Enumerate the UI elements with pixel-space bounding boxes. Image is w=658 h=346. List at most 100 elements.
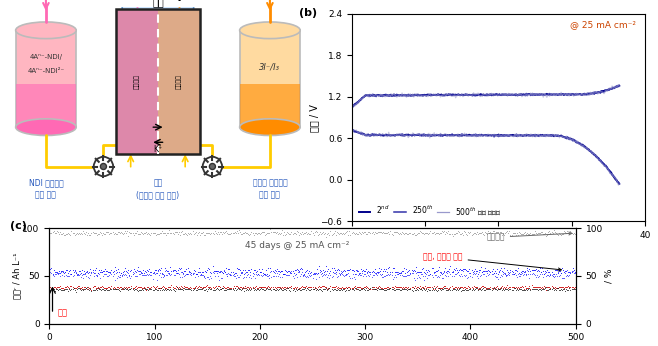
Point (242, 273, 253, 278)
Point (562, 229, 572, 234)
Point (80, 285, 90, 290)
Point (193, 273, 203, 278)
Point (453, 272, 464, 278)
Point (367, 286, 378, 292)
Point (532, 231, 542, 237)
Point (228, 271, 239, 276)
Point (432, 284, 442, 289)
Point (84, 233, 95, 238)
Point (449, 286, 460, 292)
Point (244, 274, 255, 280)
Point (86, 270, 97, 276)
Point (534, 273, 544, 279)
Point (264, 272, 274, 278)
Point (242, 287, 253, 292)
Point (63, 288, 74, 293)
Point (65, 271, 76, 277)
Point (211, 232, 222, 237)
Point (218, 284, 228, 289)
Point (253, 230, 264, 236)
Point (74, 285, 84, 291)
Point (246, 286, 257, 292)
Point (488, 284, 499, 290)
Point (480, 265, 490, 271)
Point (488, 270, 499, 276)
Point (288, 285, 299, 290)
Point (500, 285, 511, 291)
Point (221, 265, 232, 271)
Point (541, 285, 551, 290)
Point (330, 271, 341, 276)
Point (46, 265, 57, 270)
Point (313, 288, 323, 293)
Point (98, 286, 109, 291)
Point (411, 231, 422, 237)
Point (399, 285, 409, 291)
Point (309, 271, 320, 276)
Point (265, 226, 276, 231)
Point (151, 270, 161, 276)
Point (151, 267, 161, 273)
Point (230, 271, 241, 276)
Point (395, 270, 406, 275)
Point (348, 284, 359, 290)
Point (305, 284, 316, 290)
Point (495, 229, 506, 235)
Point (474, 286, 484, 291)
Point (416, 285, 426, 291)
Point (253, 285, 263, 291)
Point (68, 270, 79, 275)
Point (100, 285, 111, 291)
Point (325, 228, 336, 234)
Point (151, 270, 162, 276)
Point (174, 274, 185, 280)
Point (281, 231, 291, 236)
Point (130, 269, 141, 275)
Point (379, 267, 390, 272)
Point (341, 271, 351, 276)
Point (393, 287, 403, 292)
Point (440, 273, 451, 278)
Point (340, 272, 351, 277)
Point (499, 284, 509, 290)
Point (513, 265, 523, 271)
Point (148, 288, 159, 293)
Point (153, 285, 163, 291)
Point (427, 265, 438, 271)
Point (390, 230, 401, 235)
Point (480, 287, 490, 293)
Point (168, 287, 179, 293)
Point (339, 231, 349, 236)
Point (88, 273, 99, 279)
Point (203, 284, 214, 290)
Point (555, 272, 565, 277)
Point (55, 270, 65, 275)
Point (285, 284, 295, 290)
Point (559, 285, 569, 291)
Point (525, 287, 536, 292)
Point (459, 266, 469, 272)
Point (69, 285, 80, 291)
Point (567, 231, 578, 237)
Point (56, 285, 66, 291)
Point (135, 288, 145, 293)
Point (376, 286, 386, 292)
Point (449, 271, 460, 276)
Point (145, 286, 156, 292)
Point (453, 229, 464, 235)
Point (383, 286, 393, 291)
Text: 요오드 활성분자: 요오드 활성분자 (253, 179, 288, 188)
Point (335, 271, 345, 277)
Point (72, 272, 83, 277)
Point (492, 266, 502, 272)
Point (106, 286, 116, 292)
Point (284, 287, 295, 292)
Point (464, 286, 474, 292)
Point (463, 229, 474, 234)
Point (95, 230, 106, 236)
Point (281, 268, 291, 274)
Point (279, 286, 290, 291)
Point (84, 287, 95, 292)
Point (506, 232, 517, 238)
Point (513, 284, 523, 290)
